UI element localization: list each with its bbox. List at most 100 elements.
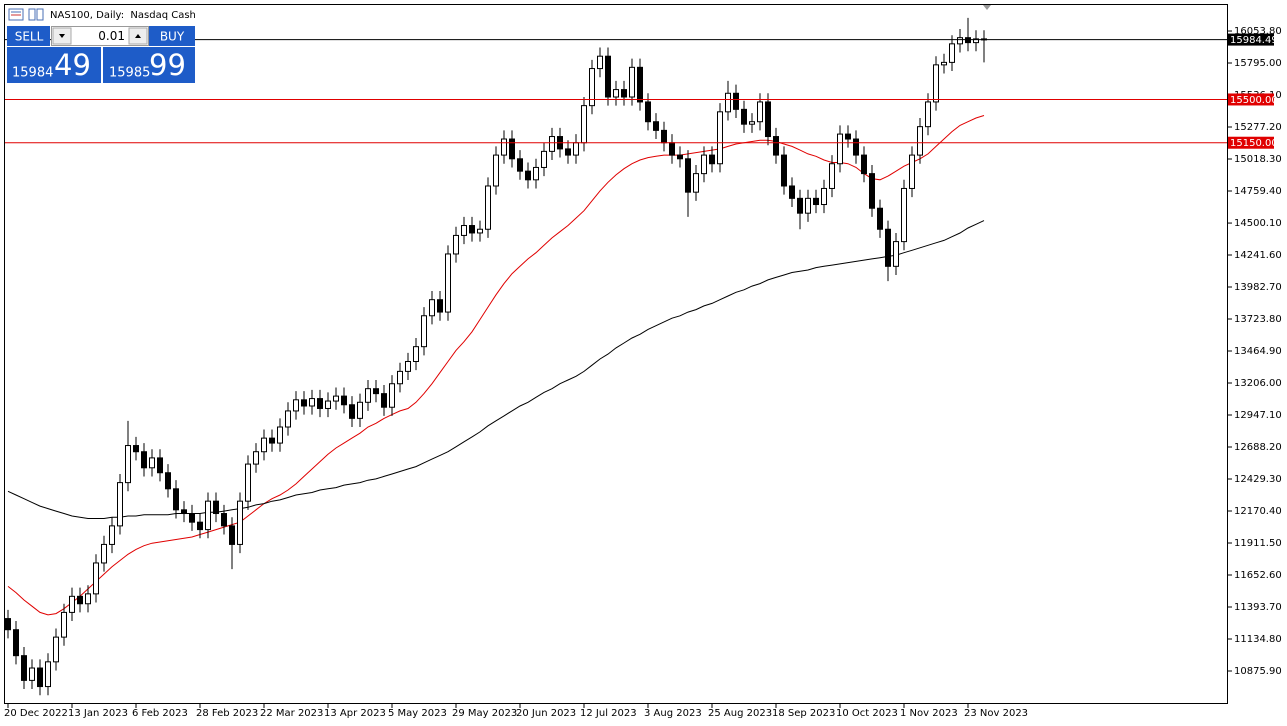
candle-body — [141, 451, 147, 469]
candle-body — [117, 482, 123, 527]
candle-body — [517, 158, 523, 172]
volume-value[interactable]: 0.01 — [98, 29, 125, 43]
bid-big: 15984 — [12, 66, 53, 81]
candle-body — [277, 426, 283, 444]
x-tick-label: 29 May 2023 — [452, 708, 517, 719]
candle-body — [349, 404, 355, 419]
candle-body — [61, 611, 67, 638]
y-tick-label: 10875.90 — [1234, 666, 1282, 677]
candle-body — [965, 37, 971, 44]
volume-box[interactable] — [51, 26, 149, 46]
candle-body — [565, 148, 571, 156]
candle-body — [469, 225, 475, 234]
candle-body — [653, 121, 659, 131]
candle-body — [765, 101, 771, 138]
candle-body — [461, 225, 467, 236]
candle-body — [869, 173, 875, 209]
y-tick-label: 14241.60 — [1234, 250, 1282, 261]
candle-body — [941, 61, 947, 66]
candle-body — [413, 346, 419, 362]
candle-body — [157, 457, 163, 474]
candle-body — [613, 89, 619, 98]
candle-body — [597, 55, 603, 70]
candle-body — [477, 228, 483, 234]
ask-small: 99 — [149, 48, 186, 82]
candle-body — [405, 360, 411, 372]
x-tick-label: 23 Nov 2023 — [964, 708, 1028, 719]
sell-label[interactable]: SELL — [15, 30, 44, 44]
candle-body — [509, 138, 515, 160]
x-tick-label: 12 Jul 2023 — [580, 708, 637, 719]
candle-body — [973, 38, 979, 44]
x-tick-label: 22 Mar 2023 — [260, 708, 323, 719]
candle-body — [885, 228, 891, 267]
candle-body — [245, 463, 251, 502]
candle-body — [341, 395, 347, 406]
candle-body — [5, 618, 11, 631]
x-tick-label: 25 Aug 2023 — [708, 708, 772, 719]
chart-title: NAS100, Daily: Nasdaq Cash — [50, 10, 196, 21]
up-arrow — [135, 34, 141, 38]
y-tick-label: 11652.60 — [1234, 570, 1282, 581]
candle-body — [301, 399, 307, 407]
candle-body — [949, 43, 955, 63]
y-tick-label: 11134.80 — [1234, 634, 1282, 645]
candle-body — [357, 401, 363, 419]
candle-body — [701, 154, 707, 175]
x-tick-label: 28 Feb 2023 — [196, 708, 258, 719]
candle-body — [133, 445, 139, 453]
y-tick-label: 14500.10 — [1234, 218, 1282, 229]
y-tick-label: 12429.30 — [1234, 474, 1282, 485]
candle-body — [725, 92, 731, 113]
candle-body — [957, 37, 963, 45]
candle-body — [901, 187, 907, 243]
window-icon[interactable] — [36, 8, 44, 21]
x-tick-label: 1 Nov 2023 — [900, 708, 958, 719]
candle-body — [13, 629, 19, 657]
bid-panel[interactable] — [7, 47, 101, 83]
candle-body — [525, 170, 531, 181]
ask-big: 15985 — [109, 66, 150, 81]
candle-body — [797, 197, 803, 214]
moving-averages — [7, 115, 985, 616]
candle-body — [637, 66, 643, 103]
candle-body — [21, 655, 27, 681]
window-icon[interactable] — [28, 8, 36, 21]
shift-marker — [983, 5, 991, 10]
candle-body — [429, 299, 435, 317]
candle-body — [909, 154, 915, 189]
x-tick-label: 20 Jun 2023 — [516, 708, 576, 719]
candle-body — [397, 370, 403, 385]
bid-small: 49 — [54, 48, 91, 82]
price-lines: 15984.49 15500.00 15150.00 — [5, 33, 1278, 149]
y-tick-label: 13206.00 — [1234, 378, 1282, 389]
candle-body — [269, 437, 275, 444]
candle-body — [693, 173, 699, 193]
candle-body — [453, 234, 459, 255]
candle-body — [813, 197, 819, 206]
candle-body — [845, 133, 851, 140]
ask-panel[interactable] — [103, 47, 195, 83]
candle-body — [605, 55, 611, 98]
buy-label[interactable]: BUY — [160, 30, 185, 44]
x-tick-label: 6 Feb 2023 — [132, 708, 188, 719]
candle-body — [261, 437, 267, 453]
candle-body — [661, 129, 667, 144]
candle-body — [829, 163, 835, 189]
x-tick-label: 5 May 2023 — [388, 708, 447, 719]
buy-button[interactable] — [149, 26, 195, 46]
candle-body — [629, 66, 635, 98]
sell-button[interactable] — [7, 26, 50, 46]
candle-body — [205, 500, 211, 531]
candle-body — [877, 207, 883, 230]
price-label-box — [1228, 33, 1274, 46]
candle-body — [573, 142, 579, 156]
candle-body — [709, 154, 715, 165]
x-tick-label: 13 Jan 2023 — [68, 708, 128, 719]
price-label-box — [1228, 136, 1274, 149]
candle-body — [93, 562, 99, 595]
price-label: 15984.49 — [1230, 35, 1278, 46]
candles — [5, 17, 987, 696]
candle-body — [237, 500, 243, 545]
